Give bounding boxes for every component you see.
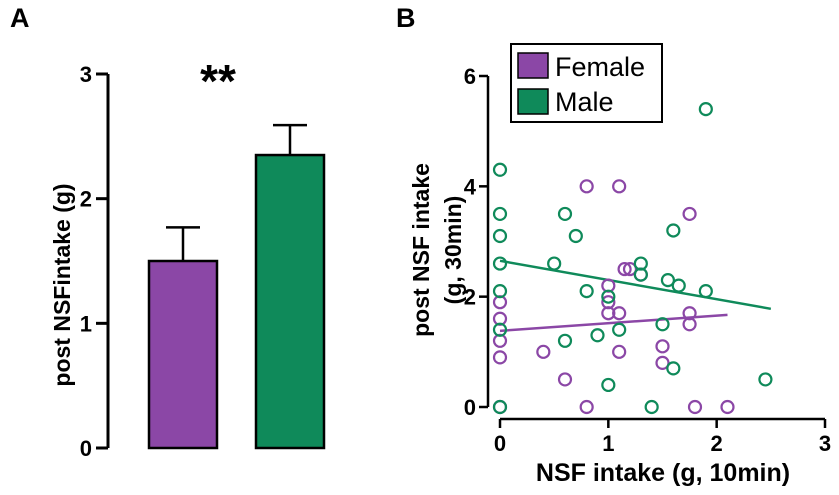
data-point-male	[492, 206, 508, 222]
data-point-male	[666, 361, 681, 376]
data-point-male	[568, 228, 583, 244]
y-tick-label: 3	[80, 62, 92, 87]
panel-b-points	[492, 101, 773, 415]
data-point-female	[682, 317, 697, 332]
data-point-female	[492, 350, 508, 365]
panel-b-y-axis-title: post NSF intake (g, 30min)	[408, 163, 466, 337]
data-point-female	[655, 339, 670, 354]
data-point-male	[590, 328, 605, 343]
legend-label-male: Male	[555, 87, 614, 117]
data-point-male	[557, 206, 573, 222]
fit-line-male	[499, 259, 772, 311]
y-tick-label: 2	[80, 187, 92, 212]
y-axis-title-line-1: post NSF intake	[408, 163, 434, 337]
data-point-male	[666, 223, 681, 238]
x-tick-label: 2	[711, 431, 723, 456]
data-point-male	[698, 284, 713, 299]
panel-a-bars	[147, 123, 326, 450]
data-point-male	[492, 228, 508, 244]
data-point-male	[579, 284, 594, 299]
data-point-male	[492, 284, 508, 299]
y-tick-label: 1	[80, 311, 92, 336]
data-point-male	[671, 278, 686, 293]
panel-a-y-axis: 0 1 2 3	[80, 62, 110, 461]
data-point-male	[557, 333, 573, 348]
data-point-male	[492, 322, 508, 337]
data-point-female	[622, 261, 638, 277]
data-point-female	[557, 372, 573, 387]
data-point-male	[655, 317, 670, 332]
legend: Female Male	[510, 43, 663, 123]
panel-b-x-axis-title: NSF intake (g, 10min)	[536, 459, 790, 487]
data-point-male	[758, 372, 773, 387]
x-tick-label: 3	[819, 431, 831, 456]
bar-female	[147, 259, 219, 450]
y-tick-label: 6	[464, 64, 476, 89]
data-point-male	[644, 399, 659, 415]
data-point-male	[547, 256, 562, 271]
legend-swatch-male	[517, 88, 549, 115]
panel-a: A post NSFintake (g) ** 0 1 2 3	[10, 3, 326, 461]
y-tick-label: 4	[464, 174, 477, 199]
data-point-female	[612, 306, 627, 321]
legend-swatch-female	[517, 52, 549, 79]
data-point-female	[682, 206, 697, 222]
data-point-male	[492, 399, 508, 415]
panel-b-label: B	[396, 3, 416, 33]
data-point-female	[579, 179, 594, 194]
y-axis-title-line-2: (g, 30min)	[440, 196, 466, 305]
data-point-male	[492, 162, 508, 177]
data-point-male	[612, 322, 627, 337]
data-point-female	[655, 355, 670, 370]
significance-marker: **	[200, 55, 236, 107]
data-point-male	[492, 256, 508, 271]
y-tick-label: 2	[464, 285, 476, 310]
data-point-female	[612, 179, 627, 194]
data-point-male	[660, 273, 676, 288]
bar-male	[254, 153, 326, 450]
data-point-female	[612, 344, 627, 359]
data-point-female	[601, 295, 616, 310]
panel-b-axes: 0 2 4 6 0 1 2 3	[464, 64, 831, 456]
x-tick-label: 1	[602, 431, 614, 456]
data-point-female	[536, 344, 551, 359]
data-point-female	[687, 399, 703, 415]
data-point-male	[633, 267, 648, 282]
x-tick-label: 0	[494, 431, 506, 456]
panel-a-y-axis-title: post NSFintake (g)	[49, 183, 75, 386]
panel-a-label: A	[10, 3, 30, 33]
data-point-female	[617, 261, 632, 277]
panel-b: B post NSF intake (g, 30min) NSF intake …	[396, 3, 831, 487]
legend-label-female: Female	[555, 52, 645, 82]
data-point-male	[698, 101, 713, 117]
data-point-male	[601, 377, 616, 393]
y-tick-label: 0	[80, 436, 92, 461]
data-point-male	[601, 289, 616, 304]
data-point-female	[720, 399, 735, 415]
y-tick-label: 0	[464, 395, 476, 420]
data-point-female	[579, 399, 594, 415]
